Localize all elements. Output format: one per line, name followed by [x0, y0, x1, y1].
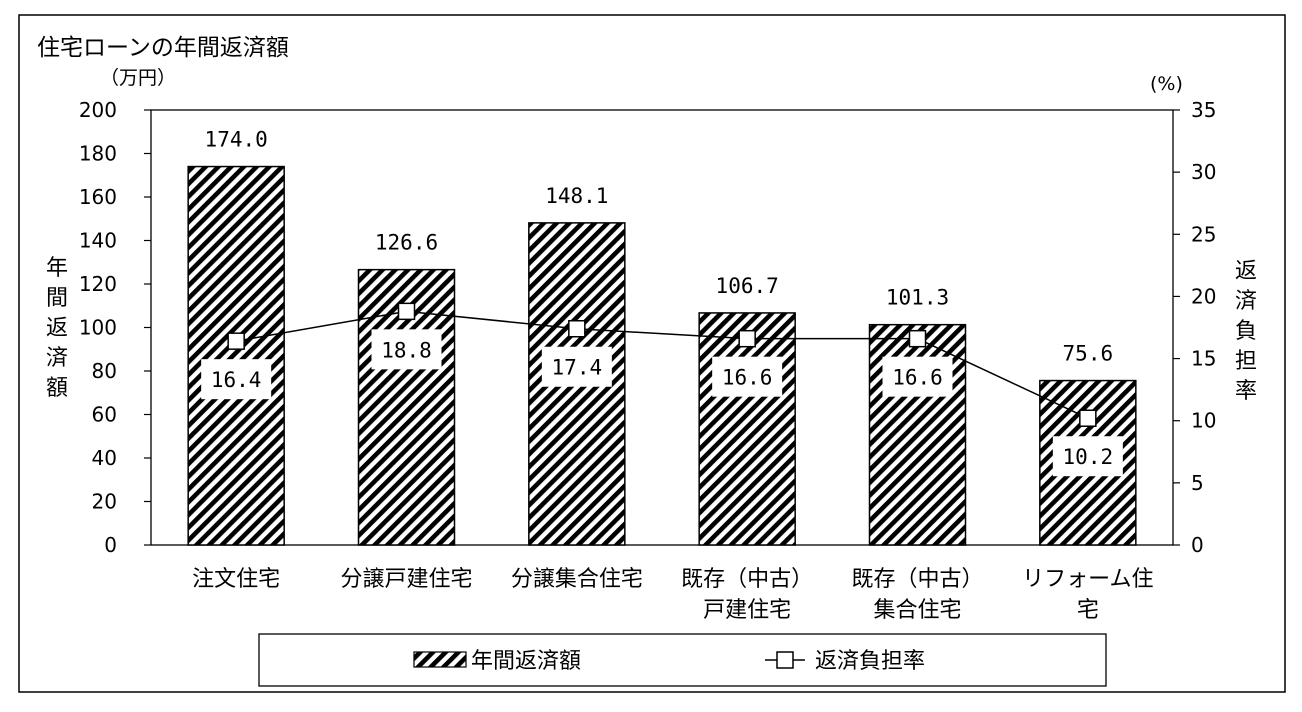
- y2-axis-title-char: 済: [1235, 289, 1257, 314]
- y-tick-label: 160: [79, 185, 117, 209]
- y2-tick-label: 15: [1191, 347, 1216, 371]
- y2-tick-label: 35: [1191, 98, 1216, 122]
- y-axis-title-char: 年: [46, 256, 68, 281]
- category-label: 既存（中古）: [681, 567, 813, 592]
- bar-value-label: 75.6: [1063, 342, 1114, 366]
- bar-value-label: 148.1: [545, 184, 608, 208]
- rate-point: [738, 329, 756, 348]
- legend-line-label: 返済負担率: [815, 649, 925, 674]
- y-tick-label: 100: [79, 316, 117, 340]
- chart-title: 住宅ローンの年間返済額: [37, 35, 289, 61]
- y2-tick-label: 0: [1191, 533, 1204, 557]
- legend-line-marker: [776, 651, 794, 669]
- y2-axis-title-char: 負: [1235, 319, 1257, 344]
- y2-tick-label: 30: [1191, 160, 1216, 184]
- rate-value-label: 10.2: [1063, 445, 1114, 469]
- legend-box: [258, 633, 1107, 687]
- rate-label-box: [541, 346, 612, 387]
- category-label: 分譲集合住宅: [511, 567, 643, 592]
- y2-axis-title-char: 率: [1235, 379, 1257, 404]
- y-tick-label: 180: [79, 142, 117, 166]
- rate-point: [227, 332, 245, 350]
- rate-value-label: 17.4: [552, 356, 603, 380]
- y-axis-title-char: 返: [46, 316, 68, 341]
- bar-value-label: 126.6: [375, 231, 438, 255]
- y-axis-title-char: 間: [46, 286, 68, 311]
- y-tick-label: 20: [92, 490, 117, 514]
- y-tick-label: 40: [92, 446, 117, 470]
- y2-axis-title-char: 担: [1235, 349, 1257, 374]
- rate-label-box: [712, 356, 783, 397]
- rate-point: [397, 302, 416, 321]
- category-label: 集合住宅: [873, 598, 961, 623]
- y-tick-label: 0: [104, 533, 117, 557]
- category-label: 宅: [1077, 598, 1099, 623]
- y2-tick-label: 10: [1191, 409, 1216, 433]
- category-label: 分譲戸建住宅: [340, 567, 472, 592]
- y2-tick-label: 5: [1191, 471, 1204, 495]
- rate-label-box: [1052, 436, 1123, 477]
- y-tick-label: 80: [92, 359, 117, 383]
- legend-bar-label: 年間返済額: [471, 649, 581, 674]
- rate-value-label: 16.6: [892, 366, 943, 390]
- rate-value-label: 16.6: [722, 366, 773, 390]
- rate-label-box: [882, 356, 953, 397]
- bar-value-label: 106.7: [716, 274, 779, 298]
- y-axis-title-char: 済: [46, 346, 68, 371]
- bar-value-label: 174.0: [205, 128, 268, 152]
- bar: [698, 312, 796, 546]
- y-tick-label: 120: [79, 272, 117, 296]
- category-label: 注文住宅: [192, 567, 280, 592]
- category-label: 戸建住宅: [703, 598, 791, 623]
- plot-area: 0 20 40 60 80 100 120 140 160 180 200 0 5 10 15 20 25 30 3…: [46, 98, 1257, 623]
- category-label: 既存（中古）: [851, 567, 983, 592]
- y2-axis-title-char: 返: [1235, 259, 1257, 284]
- rate-label-box: [371, 329, 442, 370]
- legend: 年間返済額 返済負担率: [258, 633, 1107, 687]
- rate-value-label: 18.8: [381, 338, 432, 362]
- y-tick-label: 200: [79, 98, 117, 122]
- y2-tick-label: 25: [1191, 222, 1216, 246]
- category-label: リフォーム住: [1022, 567, 1153, 592]
- bar-value-label: 101.3: [886, 286, 949, 310]
- y-axis-title-char: 額: [46, 376, 68, 401]
- rate-value-label: 16.4: [211, 368, 262, 392]
- bar: [187, 165, 285, 546]
- y2-tick-label: 20: [1191, 284, 1216, 308]
- y-axis-unit: （万円）: [100, 67, 176, 89]
- rate-label-box: [201, 359, 272, 400]
- y-tick-label: 140: [79, 229, 117, 253]
- legend-bar-swatch: [413, 651, 467, 668]
- y-tick-label: 60: [92, 403, 117, 427]
- rate-point: [1079, 409, 1097, 427]
- rate-point: [568, 319, 586, 338]
- rate-line: [236, 310, 1089, 419]
- rate-point: [908, 329, 927, 348]
- y2-axis-unit: (%): [1150, 73, 1183, 95]
